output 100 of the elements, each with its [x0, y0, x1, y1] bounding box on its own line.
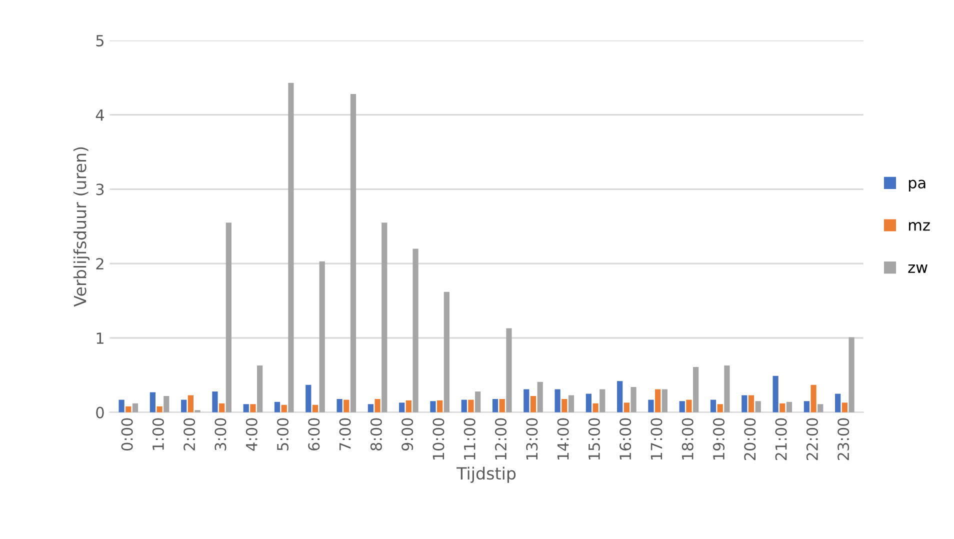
x-axis-title: Tijdstip: [456, 466, 516, 483]
bar: [132, 403, 138, 412]
bar: [804, 401, 810, 412]
bar: [475, 392, 481, 412]
y-tick-label: 5: [96, 35, 104, 46]
bar: [848, 337, 854, 412]
x-tick-label: 5:00: [276, 418, 289, 450]
bar: [748, 395, 754, 412]
bar: [468, 400, 474, 412]
x-tick-label: 7:00: [339, 418, 351, 450]
bar: [780, 403, 786, 412]
bar: [257, 365, 263, 412]
bar: [717, 404, 723, 412]
bar: [399, 402, 405, 412]
bar: [118, 400, 124, 412]
x-tick-label: 0:00: [121, 418, 133, 450]
bar: [630, 387, 636, 412]
x-tick-label: 21:00: [775, 418, 787, 460]
bar: [430, 401, 436, 412]
bar: [655, 389, 661, 412]
x-tick-label: 6:00: [308, 418, 320, 450]
y-tick-label: 3: [96, 184, 104, 196]
bar: [755, 401, 761, 412]
bar: [586, 394, 592, 412]
x-tick-label: 9:00: [402, 418, 414, 451]
bar: [524, 389, 530, 412]
bar: [693, 366, 699, 412]
x-tick-label: 3:00: [214, 418, 226, 450]
legend-label: zw: [908, 264, 928, 273]
bar: [724, 365, 730, 412]
bar: [818, 404, 824, 412]
x-tick-label: 12:00: [494, 418, 507, 460]
bar: [150, 392, 156, 412]
bar: [742, 395, 748, 412]
bar: [250, 404, 256, 412]
bar: [156, 406, 162, 412]
bar: [219, 403, 225, 412]
x-tick-label: 23:00: [838, 418, 850, 460]
bar: [226, 222, 232, 412]
bar: [648, 400, 654, 412]
bar: [181, 400, 187, 412]
bar: [710, 400, 716, 412]
bar: [786, 402, 792, 412]
bar: [288, 82, 294, 412]
bar: [568, 395, 574, 412]
bar: [164, 396, 170, 412]
y-tick-label: 0: [96, 406, 104, 418]
bar: [126, 406, 132, 412]
bar: [499, 398, 505, 412]
x-tick-label: 13:00: [526, 418, 538, 460]
bar: [336, 398, 342, 412]
bar: [437, 400, 443, 412]
x-tick-label: 2:00: [184, 418, 196, 450]
x-tick-label: 17:00: [650, 418, 662, 460]
bar: [312, 404, 318, 412]
bar: [842, 402, 848, 412]
bar: [243, 404, 249, 412]
bar: [554, 389, 560, 412]
bar: [679, 401, 685, 412]
legend-label: mz: [908, 222, 930, 231]
bar: [537, 382, 543, 412]
bar: [772, 376, 778, 412]
bar: [188, 395, 194, 412]
bar: [662, 389, 668, 412]
y-tick-label: 2: [96, 258, 104, 270]
bar: [306, 384, 312, 412]
bar: [562, 398, 568, 412]
bar: [344, 400, 350, 412]
bar: [374, 398, 380, 412]
x-tick-label: 22:00: [806, 418, 818, 460]
x-tick-label: 15:00: [588, 418, 600, 460]
y-axis-title: Verblijfsduur (uren): [73, 147, 90, 307]
bar: [368, 404, 374, 412]
y-tick-label: 4: [96, 109, 104, 121]
bar: [506, 328, 512, 412]
bar: [274, 402, 280, 412]
bar: [350, 94, 356, 412]
bar: [281, 404, 287, 412]
bar: [406, 400, 412, 412]
x-tick-label: 18:00: [682, 418, 694, 460]
bar: [592, 403, 598, 412]
x-tick-label: 11:00: [464, 418, 476, 460]
bar: [617, 381, 623, 412]
bar: [382, 222, 388, 412]
x-tick-label: 20:00: [744, 418, 756, 460]
bar: [412, 248, 418, 412]
y-tick-label: 1: [96, 332, 104, 344]
x-tick-label: 14:00: [557, 418, 569, 460]
bar: [461, 400, 467, 412]
bar: [492, 398, 498, 412]
x-tick-label: 10:00: [432, 418, 444, 460]
bar: [600, 389, 606, 412]
bar: [835, 394, 841, 412]
bar: [810, 384, 816, 412]
bar: [624, 402, 630, 412]
bar: [686, 400, 692, 412]
x-tick-label: 16:00: [620, 418, 632, 460]
bar: [530, 396, 536, 412]
x-tick-label: 8:00: [370, 418, 382, 450]
bar: [319, 261, 325, 412]
